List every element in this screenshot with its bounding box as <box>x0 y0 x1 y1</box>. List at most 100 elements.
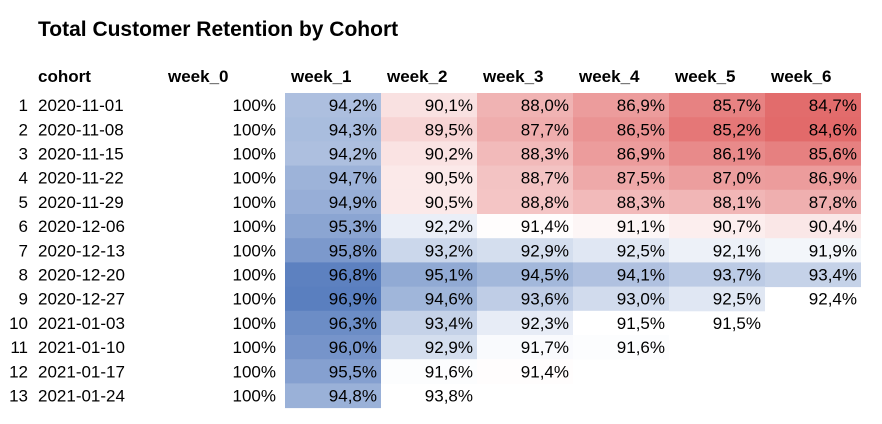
cohort-label: 2020-11-29 <box>38 193 124 212</box>
cell-value: 90,5% <box>425 169 473 188</box>
cohort-label: 2020-11-08 <box>38 120 124 139</box>
row-index: 4 <box>19 169 28 188</box>
cell-value: 96,8% <box>329 266 377 285</box>
cell-value: 92,5% <box>617 241 665 260</box>
heatmap-cell <box>285 262 381 288</box>
heatmap-cell <box>381 93 477 118</box>
cohort-label: 2021-01-24 <box>38 387 125 406</box>
heatmap-cell <box>573 238 669 263</box>
heatmap-cell <box>669 286 765 312</box>
cell-value: 90,2% <box>425 145 473 164</box>
heatmap-cell <box>477 238 573 263</box>
cell-value: 100% <box>233 387 276 406</box>
heatmap-cell <box>477 286 573 312</box>
heatmap-cell <box>381 165 477 191</box>
heatmap-cell <box>669 117 765 142</box>
row-index: 13 <box>9 387 28 406</box>
cell-value: 91,1% <box>617 217 665 236</box>
cell-value: 94,9% <box>329 193 377 212</box>
heatmap-cell <box>381 117 477 142</box>
heatmap-cell <box>765 93 861 118</box>
cell-value: 86,9% <box>617 145 665 164</box>
heatmap-cell <box>381 214 477 239</box>
heatmap-cell <box>477 141 573 167</box>
heatmap-cell <box>765 189 861 215</box>
cell-value: 91,9% <box>809 241 857 260</box>
heatmap-cell <box>477 262 573 288</box>
heatmap-cell <box>285 383 381 409</box>
heatmap-cell <box>285 238 381 263</box>
heatmap-cell <box>285 141 381 167</box>
heatmap-cell <box>381 359 477 384</box>
cell-value: 88,7% <box>521 169 569 188</box>
row-index: 11 <box>10 338 28 357</box>
heatmap-cell <box>285 117 381 142</box>
heatmap-cell <box>573 117 669 142</box>
cell-value: 84,7% <box>809 96 857 115</box>
heatmap-cell <box>669 189 765 215</box>
cohort-label: 2020-12-20 <box>38 266 125 285</box>
cell-value: 94,7% <box>329 169 377 188</box>
cell-value: 100% <box>233 266 276 285</box>
cell-value: 89,5% <box>425 120 473 139</box>
cell-value: 92,9% <box>521 241 569 260</box>
cell-value: 91,4% <box>521 217 569 236</box>
heatmap-cell <box>765 238 861 263</box>
cell-value: 85,2% <box>713 120 761 139</box>
heatmap-cell <box>477 189 573 215</box>
cell-value: 88,8% <box>521 193 569 212</box>
cell-value: 87,0% <box>713 169 761 188</box>
cell-value: 93,2% <box>425 241 473 260</box>
cohort-label: 2020-12-27 <box>38 290 125 309</box>
heatmap-cell <box>381 335 477 360</box>
heatmap-cell <box>285 310 381 336</box>
cell-value: 90,5% <box>425 193 473 212</box>
heatmap-cell <box>285 359 381 384</box>
column-header-week_6: week_6 <box>770 67 832 86</box>
heatmap-cell <box>477 165 573 191</box>
cell-value: 94,2% <box>329 96 377 115</box>
chart-title: Total Customer Retention by Cohort <box>38 18 399 41</box>
row-index: 1 <box>19 96 28 115</box>
cell-value: 94,2% <box>329 145 377 164</box>
heatmap-cell <box>573 286 669 312</box>
cell-value: 95,1% <box>425 266 473 285</box>
cell-value: 87,5% <box>617 169 665 188</box>
heatmap-cell <box>669 141 765 167</box>
cell-value: 100% <box>233 338 276 357</box>
cell-value: 91,5% <box>713 314 761 333</box>
cell-value: 92,9% <box>425 338 473 357</box>
heatmap-cell <box>765 117 861 142</box>
cell-value: 93,4% <box>425 314 473 333</box>
cell-value: 91,7% <box>521 338 569 357</box>
cell-value: 90,4% <box>809 217 857 236</box>
heatmap-cell <box>669 165 765 191</box>
cell-value: 93,6% <box>521 290 569 309</box>
cohort-label: 2020-11-22 <box>38 169 124 188</box>
cell-value: 94,3% <box>329 120 377 139</box>
column-header-week_5: week_5 <box>674 67 736 86</box>
heatmap-cell <box>573 335 669 360</box>
cell-value: 100% <box>233 290 276 309</box>
column-header-week_4: week_4 <box>578 67 640 86</box>
row-index: 8 <box>19 266 28 285</box>
cell-value: 90,7% <box>713 217 761 236</box>
cell-value: 94,8% <box>329 387 377 406</box>
cell-value: 91,5% <box>617 314 665 333</box>
cell-value: 93,8% <box>425 387 473 406</box>
cell-value: 94,1% <box>617 266 665 285</box>
heatmap-cell <box>381 141 477 167</box>
cell-value: 88,3% <box>617 193 665 212</box>
cell-value: 86,9% <box>809 169 857 188</box>
cell-value: 92,4% <box>809 290 857 309</box>
heatmap-cell <box>285 165 381 191</box>
heatmap-cell <box>669 238 765 263</box>
cell-value: 100% <box>233 241 276 260</box>
heatmap-cell <box>765 141 861 167</box>
heatmap-cell <box>477 335 573 360</box>
row-index: 9 <box>19 290 28 309</box>
cell-value: 90,1% <box>425 96 473 115</box>
heatmap-cell <box>285 286 381 312</box>
cell-value: 93,7% <box>713 266 761 285</box>
heatmap-cell <box>477 117 573 142</box>
